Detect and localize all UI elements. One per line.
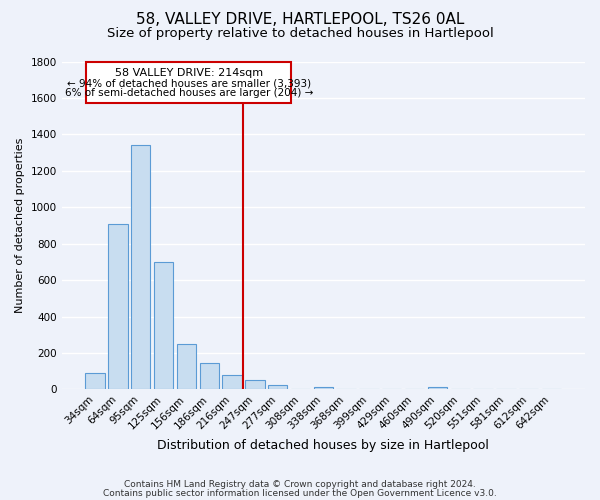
Text: Size of property relative to detached houses in Hartlepool: Size of property relative to detached ho… [107, 28, 493, 40]
Bar [108, 224, 128, 390]
X-axis label: Distribution of detached houses by size in Hartlepool: Distribution of detached houses by size … [157, 440, 489, 452]
Bar [131, 146, 151, 390]
Text: Contains public sector information licensed under the Open Government Licence v3: Contains public sector information licen… [103, 488, 497, 498]
Bar [177, 344, 196, 390]
FancyBboxPatch shape [86, 62, 292, 104]
Bar [85, 373, 105, 390]
Y-axis label: Number of detached properties: Number of detached properties [15, 138, 25, 313]
Text: ← 94% of detached houses are smaller (3,393): ← 94% of detached houses are smaller (3,… [67, 79, 311, 89]
Bar [245, 380, 265, 390]
Bar [428, 388, 447, 390]
Bar [223, 375, 242, 390]
Text: 6% of semi-detached houses are larger (204) →: 6% of semi-detached houses are larger (2… [65, 88, 313, 98]
Bar [314, 386, 333, 390]
Bar [154, 262, 173, 390]
Text: 58 VALLEY DRIVE: 214sqm: 58 VALLEY DRIVE: 214sqm [115, 68, 263, 78]
Bar [200, 363, 219, 390]
Text: Contains HM Land Registry data © Crown copyright and database right 2024.: Contains HM Land Registry data © Crown c… [124, 480, 476, 489]
Bar [268, 385, 287, 390]
Text: 58, VALLEY DRIVE, HARTLEPOOL, TS26 0AL: 58, VALLEY DRIVE, HARTLEPOOL, TS26 0AL [136, 12, 464, 28]
